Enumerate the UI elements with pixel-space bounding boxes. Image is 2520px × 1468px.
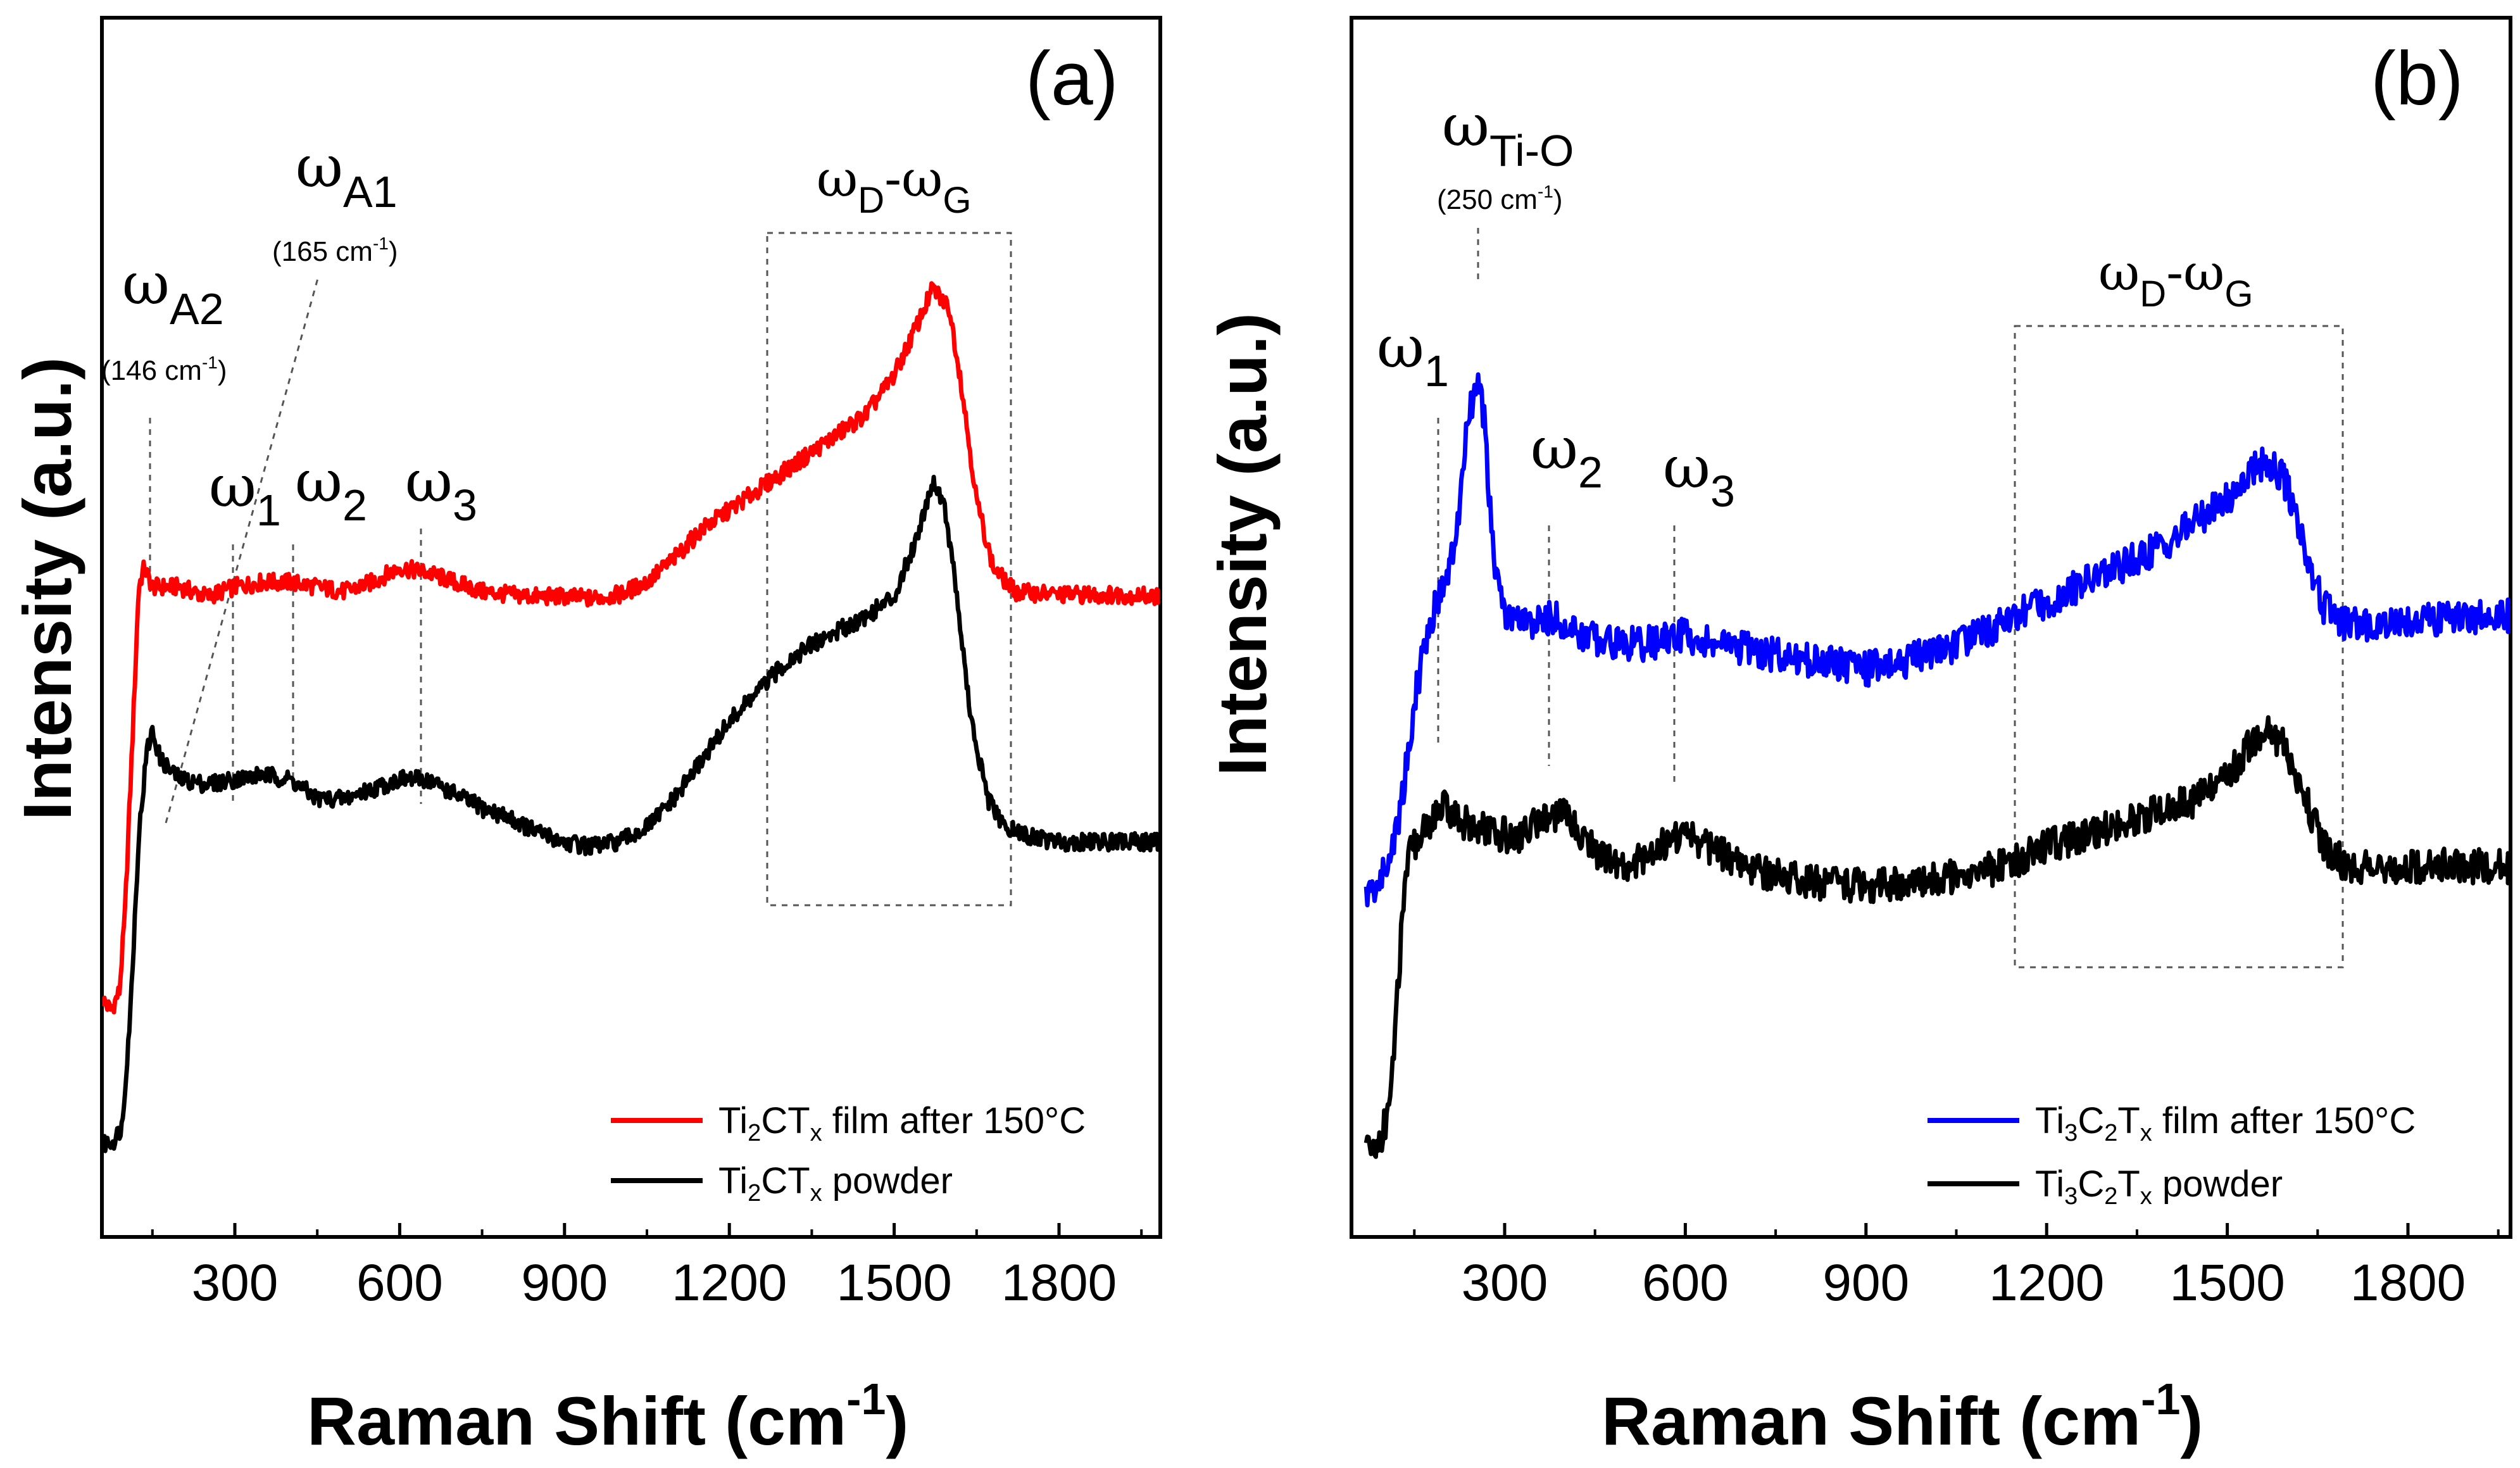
panel-a-x-ticks: 300 600 900 1200 1500 1800 [151,1223,1143,1312]
panel-b-annotation-w1: ω1 [1377,313,1449,396]
panel-b-x-tick-label: 1200 [1989,1254,2104,1312]
panel-b-x-tick-label: 300 [1462,1254,1548,1312]
panel-a-xlabel: Raman Shift (cm-1) [307,1374,908,1459]
panel-a-series-film [102,281,1160,1015]
panel-a-xlabel-text: Raman Shift (cm [307,1383,846,1459]
panel-b-ylabel: Intensity (a.u.) [1204,313,1281,776]
a1-note: (165 cm [272,236,373,267]
panel-a-annotation-w2: ω2 [295,448,367,530]
panel-a-dg-box [766,232,1012,907]
panel-a-x-tick-label: 600 [356,1254,443,1312]
panel-b-legend-film: Ti3C2Tx film after 150°C [2035,1100,2416,1146]
panel-a-x-tick-label: 1200 [672,1254,787,1312]
panel-a-annotation-w3: ω3 [405,448,477,530]
panel-a-annotation-w1: ω1 [209,453,281,535]
tio-sub: Ti-O [1489,126,1574,175]
svg-text:ωTi-O: ωTi-O [1442,92,1574,175]
panel-b-x-tick-label: 1500 [2169,1254,2285,1312]
tio-note-close: ) [1553,184,1563,215]
panel-a-x-tick-label: 300 [192,1254,279,1312]
panel-b-xlabel: Raman Shift (cm-1) [1602,1374,2203,1459]
panel-a-legend-film: Ti2CTx film after 150°C [718,1100,1086,1146]
panel-a-x-tick-label: 1500 [836,1254,951,1312]
a2-note-sup: -1 [202,353,218,372]
panel-b-label: (b) [2371,36,2464,121]
panel-b-annotation-tio: ωTi-O (250 cm-1) [1437,92,1574,215]
a2-note: (146 cm [101,355,202,386]
panel-a-annotation-dg: ωD-ωG [817,149,972,221]
panel-a-ylabel: Intensity (a.u.) [9,357,85,820]
panel-b-series-film [1363,372,2511,908]
a1-symbol: ω [296,133,343,201]
panel-a-x-tick-label: 1800 [1001,1254,1117,1312]
panel-b-xlabel-text: Raman Shift (cm [1602,1383,2141,1459]
a1-note-close: ) [389,236,398,267]
tio-symbol: ω [1442,92,1489,160]
panel-b-series-powder [1363,715,2511,1159]
a1-note-sup: -1 [373,234,389,253]
panel-a: 300 600 900 1200 1500 1800 (a) Intensity (a.u… [9,16,1162,1459]
panel-b-x-tick-label: 900 [1822,1254,1909,1312]
a2-sub: A2 [170,284,224,334]
panel-b-legend-powder: Ti3C2Tx powder [2035,1164,2283,1210]
panel-a-series-powder [102,475,1160,1153]
svg-text:(165 cm-1): (165 cm-1) [272,234,398,267]
panel-b-xlabel-close: ) [2180,1383,2203,1459]
panel-b-legend: Ti3C2Tx film after 150°C Ti3C2Tx powder [1928,1100,2416,1210]
panel-a-xlabel-sup: -1 [846,1374,886,1424]
panel-a-annotation-a1: ωA1 (165 cm-1) [272,133,398,267]
a2-note-close: ) [218,355,227,386]
panel-a-annotation-a2: ωA2 (146 cm-1) [101,250,227,386]
panel-b-x-tick-label: 600 [1642,1254,1729,1312]
panel-b-x-tick-label: 1800 [2350,1254,2466,1312]
panel-a-x-tick-label: 900 [521,1254,608,1312]
svg-text:(146 cm-1): (146 cm-1) [101,353,227,386]
panel-b-frame [1350,16,2512,1239]
panel-a-guide-a1 [165,278,319,824]
panel-a-legend: Ti2CTx film after 150°C Ti2CTx powder [611,1100,1086,1207]
panel-b: 300 600 900 1200 1500 1800 (b) Intensity (a.u… [1204,16,2512,1459]
a2-symbol: ω [122,250,170,318]
panel-a-legend-powder: Ti2CTx powder [718,1160,953,1207]
panel-a-xlabel-close: ) [886,1383,908,1459]
panel-b-x-ticks: 300 600 900 1200 1500 1800 [1413,1223,2500,1312]
panel-b-annotation-w3: ω3 [1663,434,1735,516]
panel-b-xlabel-sup: -1 [2141,1374,2180,1424]
svg-text:(250 cm-1): (250 cm-1) [1437,182,1563,215]
panel-a-frame [100,16,1162,1239]
a1-sub: A1 [343,167,398,216]
tio-note-sup: -1 [1538,182,1553,201]
panel-b-dg-box [2014,325,2344,969]
panel-b-annotation-w2: ω2 [1531,415,1603,497]
tio-note: (250 cm [1437,184,1538,215]
panel-a-label: (a) [1025,36,1119,121]
svg-text:ωA1: ωA1 [296,133,398,216]
svg-text:ωA2: ωA2 [122,250,224,334]
panel-b-annotation-dg: ωD-ωG [2098,243,2254,315]
